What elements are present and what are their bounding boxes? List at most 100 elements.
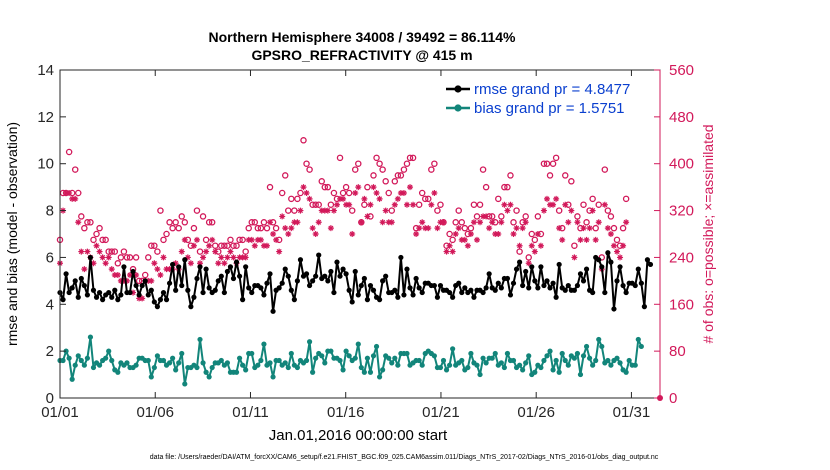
obs-assimilated-marker [364, 213, 371, 220]
bias-marker [395, 362, 401, 368]
obs-assimilated-marker [105, 254, 112, 261]
rmse-marker [416, 285, 422, 291]
obs-possible-marker [169, 224, 176, 232]
obs-possible-marker [403, 160, 411, 167]
obs-assimilated-marker [452, 231, 459, 237]
obs-possible-marker [437, 201, 444, 208]
bias-marker [489, 355, 495, 361]
obs-possible-marker [571, 242, 578, 249]
obs-possible-marker [278, 189, 286, 197]
obs-possible-marker [546, 172, 554, 179]
bias-marker [498, 360, 504, 366]
obs-assimilated-marker [120, 277, 127, 284]
obs-possible-marker [522, 213, 529, 220]
obs-possible-marker [370, 172, 377, 179]
obs-assimilated-marker [187, 260, 194, 267]
obs-assimilated-marker [102, 260, 109, 267]
rmse-marker [580, 278, 587, 284]
rmse-marker [608, 259, 614, 265]
bias-marker [66, 355, 72, 361]
obs-possible-marker [321, 183, 329, 191]
rmse-marker [136, 292, 142, 298]
rmse-marker [288, 287, 294, 293]
rmse-marker [446, 289, 453, 296]
obs-possible-marker [552, 154, 560, 162]
bias-marker [583, 343, 590, 350]
obs-assimilated-marker [248, 236, 255, 243]
obs-assimilated-marker [553, 195, 560, 202]
bias-marker [367, 369, 374, 375]
bias-marker [544, 353, 550, 359]
y-right-tick-label: 320 [669, 203, 694, 220]
bias-marker [523, 360, 529, 366]
obs-possible-marker [385, 189, 392, 197]
bias-marker [358, 364, 364, 371]
rmse-marker [173, 287, 179, 293]
obs-assimilated-marker [623, 219, 630, 226]
rmse-marker [337, 273, 343, 279]
rmse-marker [200, 289, 206, 296]
bias-marker [632, 362, 638, 368]
rmse-marker [620, 282, 626, 289]
obs-possible-marker [348, 207, 356, 214]
obs-assimilated-marker [236, 254, 243, 261]
obs-assimilated-marker [69, 195, 76, 202]
bias-marker [173, 367, 179, 373]
rmse-marker [310, 278, 316, 284]
obs-assimilated-marker [464, 242, 471, 249]
obs-assimilated-marker [522, 219, 529, 226]
rmse-marker [233, 259, 240, 265]
obs-assimilated-marker [63, 190, 70, 196]
rmse-marker [513, 266, 520, 272]
bias-marker [160, 357, 167, 364]
obs-assimilated-marker [531, 248, 538, 255]
obs-assimilated-marker [90, 260, 97, 267]
y-left-tick-label: 4 [46, 296, 54, 313]
rmse-marker [358, 282, 364, 289]
obs-assimilated-marker [288, 225, 295, 232]
y-left-tick-label: 8 [46, 203, 54, 220]
obs-possible-marker [93, 230, 100, 238]
obs-assimilated-marker [111, 272, 118, 278]
obs-assimilated-marker [394, 195, 401, 202]
obs-assimilated-marker [385, 219, 392, 226]
bias-marker [276, 357, 282, 364]
obs-possible-marker [376, 160, 383, 167]
obs-assimilated-marker [370, 184, 377, 191]
obs-assimilated-marker [592, 236, 599, 243]
y-right-origin-marker [657, 395, 663, 401]
obs-assimilated-marker [197, 260, 204, 267]
rmse-marker [395, 294, 401, 300]
obs-possible-marker [123, 254, 131, 261]
obs-assimilated-marker [449, 248, 456, 255]
bias-marker [224, 360, 231, 366]
y-left-tick-label: 0 [46, 390, 54, 407]
obs-possible-marker [382, 178, 389, 185]
obs-possible-marker [230, 242, 237, 249]
obs-possible-marker [421, 195, 429, 203]
rmse-marker [574, 282, 581, 289]
obs-possible-marker [388, 207, 396, 214]
obs-assimilated-marker [163, 266, 170, 273]
obs-assimilated-marker [461, 236, 468, 243]
bias-marker [559, 350, 565, 357]
bias-marker [282, 360, 288, 366]
rmse-marker [471, 294, 477, 300]
obs-possible-marker [71, 166, 79, 173]
obs-possible-marker [285, 207, 292, 214]
obs-assimilated-marker [422, 225, 429, 232]
obs-assimilated-marker [303, 190, 310, 196]
obs-assimilated-marker [437, 219, 444, 226]
bias-marker [63, 348, 69, 354]
obs-possible-marker [568, 178, 575, 185]
rmse-marker [535, 285, 541, 291]
rmse-marker [240, 297, 246, 303]
obs-assimilated-marker [361, 195, 368, 202]
obs-assimilated-marker [99, 254, 106, 261]
chart-title-line2: GPSRO_REFRACTIVITY @ 415 m [251, 47, 472, 63]
obs-assimilated-marker [254, 236, 261, 243]
bias-marker [516, 362, 523, 368]
obs-possible-marker [528, 230, 536, 238]
obs-assimilated-marker [315, 219, 322, 226]
obs-assimilated-marker [318, 207, 325, 214]
